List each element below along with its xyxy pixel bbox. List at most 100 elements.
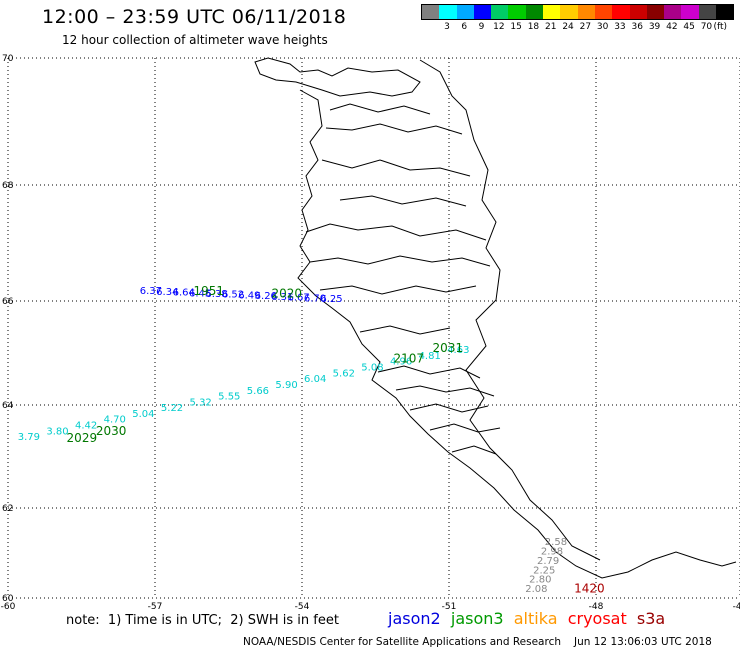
scale-label: 36 <box>631 22 643 32</box>
pass-time-label: 2030 <box>96 424 127 438</box>
wave-height-label: 6.31 <box>271 292 293 303</box>
coastline <box>254 57 737 579</box>
wave-height-label: 5.66 <box>247 386 269 397</box>
map-grid <box>7 57 740 599</box>
pass-time-label: 2029 <box>67 431 98 445</box>
lon-tick-label: -60 <box>1 602 16 612</box>
wave-height-label: 4.70 <box>104 415 126 426</box>
scale-label: 45 <box>683 22 695 32</box>
wave-height-label: 5.90 <box>275 380 297 391</box>
pass-time-label: 1420 <box>574 582 605 596</box>
page-subtitle: 12 hour collection of altimeter wave hei… <box>62 33 328 47</box>
wave-height-label: 3.80 <box>46 426 68 437</box>
color-scale: 3 6 9 12 15 18 21 24 27 30 33 36 39 42 45 70 (ft) <box>421 4 735 34</box>
wave-height-label: 2.98 <box>541 546 563 557</box>
wave-height-label: 6.70 <box>304 293 326 304</box>
wave-height-label: 6.49 <box>238 290 260 301</box>
satellite-legend-cryosat: cryosat <box>567 609 637 628</box>
altimeter-track: 3.79 3.80 4.42 4.70 5.04 5.22 5.32 5.55 5.66 5.90… <box>18 341 470 445</box>
wave-height-label: 6.64 <box>173 288 195 299</box>
scale-swatch <box>491 5 509 19</box>
wave-height-label: 6.25 <box>320 294 342 305</box>
wave-height-label: 4.81 <box>419 351 441 362</box>
lat-tick-label: 64 <box>2 401 14 411</box>
pass-time-label: 1951 <box>193 284 224 298</box>
scale-swatch <box>612 5 630 19</box>
axis-tick-labels: 70 68 66 64 62 60-60 -57 -54 -51 -48 -45 <box>1 54 740 612</box>
lon-tick-label: -57 <box>148 602 163 612</box>
scale-swatch <box>698 5 717 19</box>
scale-swatch <box>664 5 682 19</box>
pass-time-label: 2107 <box>394 351 425 365</box>
scale-swatch <box>439 5 457 19</box>
lat-tick-label: 70 <box>2 54 14 64</box>
scale-swatch <box>543 5 561 19</box>
lat-tick-label: 62 <box>2 504 13 514</box>
altimeter-track: 6.376.346.646.456.386.526.496.266.316.67… <box>140 284 343 305</box>
wave-height-label: 2.08 <box>525 584 547 595</box>
scale-swatch <box>681 5 699 19</box>
scale-swatch <box>508 5 526 19</box>
scale-label: 30 <box>596 22 609 32</box>
lon-tick-label: -51 <box>442 602 457 612</box>
wave-height-label: 2.25 <box>533 565 555 576</box>
satellite-legend-jason3: jason3 <box>450 609 514 628</box>
scale-label: 70 <box>700 22 713 32</box>
scale-label: 9 <box>478 22 485 32</box>
scale-swatch <box>629 5 647 19</box>
wave-height-label: 6.37 <box>140 286 162 297</box>
wave-height-label: 6.34 <box>156 287 178 298</box>
altimeter-tracks: 3.79 3.80 4.42 4.70 5.04 5.22 5.32 5.55 5.66 5.90… <box>18 284 605 595</box>
lon-tick-label: -45 <box>733 602 740 612</box>
wave-height-label: 4.96 <box>390 357 412 368</box>
scale-label: 42 <box>666 22 678 32</box>
lon-tick-label: -54 <box>295 602 310 612</box>
wave-height-label: 5.04 <box>132 409 154 420</box>
scale-swatch <box>716 5 734 19</box>
lat-tick-label: 60 <box>2 594 14 604</box>
wave-height-label: 5.22 <box>161 403 183 414</box>
footer-note: note: 1) Time is in UTC; 2) SWH is in fe… <box>66 613 339 628</box>
lat-tick-label: 66 <box>2 297 14 307</box>
wave-height-label: 2.58 <box>545 537 567 548</box>
scale-label: 33 <box>614 22 626 32</box>
wave-height-label: 3.79 <box>18 432 40 443</box>
wave-height-label: 5.08 <box>361 362 383 373</box>
scale-swatch <box>456 5 474 19</box>
satellite-legend: jason2 jason3 altika cryosat s3a <box>388 609 665 628</box>
satellite-legend-s3a: s3a <box>636 609 666 628</box>
wave-height-label: 6.04 <box>304 374 326 385</box>
wave-height-label: 5.62 <box>333 368 355 379</box>
wave-height-label: 6.26 <box>255 291 277 302</box>
scale-label: 6 <box>461 22 468 32</box>
scale-swatch <box>422 5 440 19</box>
scale-label: 39 <box>648 22 661 32</box>
satellite-legend-altika: altika <box>513 609 568 628</box>
wave-height-label: 6.67 <box>287 293 309 304</box>
scale-swatch <box>646 5 665 19</box>
wave-height-label: 6.52 <box>222 290 244 301</box>
scale-swatch <box>525 5 544 19</box>
page-title: 12:00 – 23:59 UTC 06/11/2018 <box>42 6 347 28</box>
altimeter-track: 2.582.982.792.252.802.08 1420 <box>525 537 604 596</box>
wave-height-label: 5.32 <box>190 397 212 408</box>
scale-label: 27 <box>579 22 592 32</box>
satellite-legend-jason2: jason2 <box>388 609 451 628</box>
pass-time-label: 2020 <box>272 287 303 301</box>
wave-height-label: 2.79 <box>537 556 559 567</box>
scale-label: 24 <box>562 22 574 32</box>
scale-label: 21 <box>545 22 557 32</box>
scale-label: 15 <box>510 22 522 32</box>
timestamp-text: Jun 12 13:06:03 UTC 2018 <box>574 636 712 648</box>
scale-label: 18 <box>527 22 540 32</box>
wave-height-label: 4.42 <box>75 420 97 431</box>
scale-swatch <box>577 5 595 19</box>
wave-height-label: 4.63 <box>447 345 469 356</box>
credit-text: NOAA/NESDIS Center for Satellite Applica… <box>243 636 561 648</box>
wave-height-label: 6.38 <box>205 289 227 300</box>
color-scale-labels: 3 6 9 12 15 18 21 24 27 30 33 36 39 42 45 70 (ft) <box>421 20 734 34</box>
wave-height-label: 6.45 <box>189 288 211 299</box>
scale-swatch <box>473 5 492 19</box>
wave-height-label: 5.55 <box>218 392 240 403</box>
